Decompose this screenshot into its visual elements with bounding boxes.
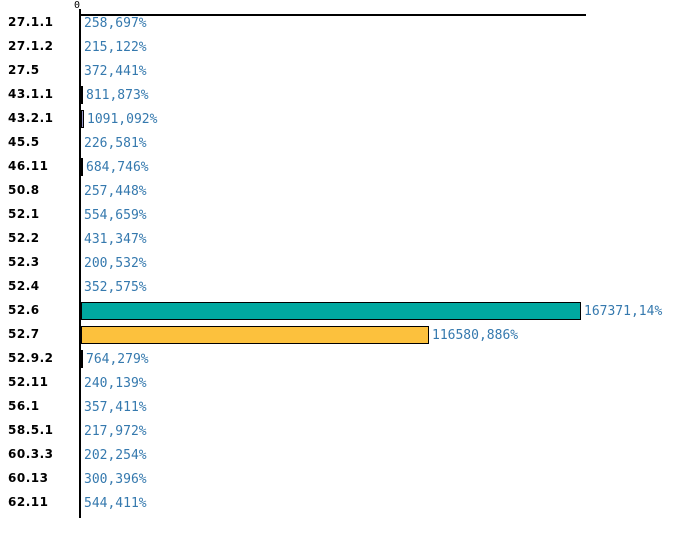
value-label: 258,697%: [84, 16, 147, 31]
value-label: 357,411%: [84, 400, 147, 415]
category-label: 27.5: [8, 63, 40, 77]
bar: [81, 86, 83, 104]
value-label: 215,122%: [84, 40, 147, 55]
value-label: 257,448%: [84, 184, 147, 199]
value-label: 684,746%: [86, 160, 149, 175]
bar: [81, 302, 581, 320]
category-label: 52.1: [8, 207, 40, 221]
category-label: 52.11: [8, 375, 49, 389]
bar: [81, 110, 84, 128]
category-label: 27.1.1: [8, 15, 54, 29]
bar: [81, 326, 429, 344]
value-label: 202,254%: [84, 448, 147, 463]
category-label: 60.3.3: [8, 447, 54, 461]
value-label: 300,396%: [84, 472, 147, 487]
value-label: 167371,14%: [584, 304, 663, 319]
value-label: 431,347%: [84, 232, 147, 247]
category-label: 50.8: [8, 183, 40, 197]
category-label: 58.5.1: [8, 423, 54, 437]
x-axis-line: [79, 14, 586, 16]
y-axis-line: [79, 9, 81, 518]
category-label: 52.9.2: [8, 351, 54, 365]
category-label: 43.2.1: [8, 111, 54, 125]
value-label: 116580,886%: [432, 328, 519, 343]
category-label: 45.5: [8, 135, 40, 149]
value-label: 811,873%: [86, 88, 149, 103]
category-label: 52.7: [8, 327, 40, 341]
value-label: 1091,092%: [87, 112, 158, 127]
category-label: 52.4: [8, 279, 40, 293]
value-label: 764,279%: [86, 352, 149, 367]
value-label: 554,659%: [84, 208, 147, 223]
axis-origin-label: 0: [74, 0, 81, 11]
value-label: 352,575%: [84, 280, 147, 295]
category-label: 52.6: [8, 303, 40, 317]
value-label: 372,441%: [84, 64, 147, 79]
category-label: 60.13: [8, 471, 49, 485]
value-label: 217,972%: [84, 424, 147, 439]
category-label: 46.11: [8, 159, 49, 173]
bar: [81, 158, 83, 176]
category-label: 56.1: [8, 399, 40, 413]
value-label: 240,139%: [84, 376, 147, 391]
category-label: 52.2: [8, 231, 40, 245]
value-label: 200,532%: [84, 256, 147, 271]
value-label: 544,411%: [84, 496, 147, 511]
category-label: 27.1.2: [8, 39, 54, 53]
category-label: 62.11: [8, 495, 49, 509]
bar: [81, 350, 83, 368]
category-label: 52.3: [8, 255, 40, 269]
value-label: 226,581%: [84, 136, 147, 151]
category-label: 43.1.1: [8, 87, 54, 101]
